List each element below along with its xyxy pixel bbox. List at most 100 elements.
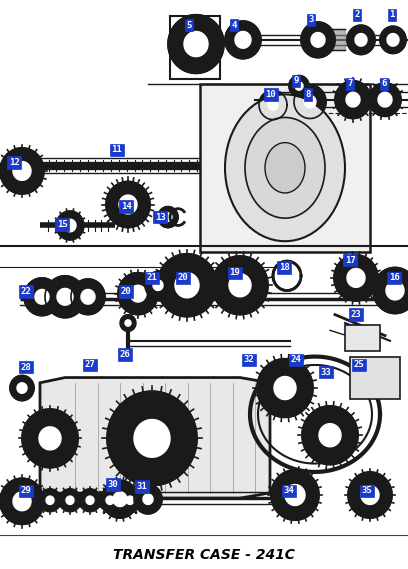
Text: 4: 4 [231, 20, 237, 30]
Polygon shape [235, 31, 251, 48]
Polygon shape [346, 92, 360, 107]
Polygon shape [106, 182, 150, 228]
Polygon shape [56, 211, 84, 240]
Text: TRANSFER CASE - 241C: TRANSFER CASE - 241C [113, 548, 295, 562]
Polygon shape [301, 22, 335, 57]
Polygon shape [158, 207, 178, 228]
Text: 12: 12 [9, 158, 19, 167]
Polygon shape [119, 195, 137, 214]
Text: 16: 16 [389, 274, 399, 282]
Text: 13: 13 [155, 213, 165, 221]
Polygon shape [39, 489, 61, 512]
Polygon shape [289, 76, 309, 97]
Polygon shape [125, 320, 131, 326]
Polygon shape [302, 406, 358, 465]
Ellipse shape [245, 117, 325, 218]
Ellipse shape [225, 94, 345, 241]
Text: 23: 23 [350, 310, 361, 319]
Text: 2: 2 [354, 10, 360, 19]
Text: 20: 20 [121, 287, 131, 296]
Polygon shape [79, 489, 101, 512]
Polygon shape [99, 489, 121, 512]
Bar [350, 357, 400, 398]
Polygon shape [369, 83, 401, 117]
Text: 19: 19 [230, 268, 240, 277]
Polygon shape [179, 277, 195, 294]
Polygon shape [40, 378, 270, 498]
Polygon shape [222, 266, 258, 304]
Polygon shape [24, 278, 60, 316]
Text: 9: 9 [293, 76, 299, 85]
Polygon shape [118, 273, 158, 315]
Polygon shape [145, 271, 171, 299]
Text: 8: 8 [305, 90, 310, 99]
Polygon shape [378, 92, 392, 107]
Polygon shape [294, 85, 326, 118]
Polygon shape [35, 290, 49, 304]
Polygon shape [57, 288, 73, 305]
Polygon shape [347, 25, 375, 55]
Polygon shape [233, 278, 247, 292]
Polygon shape [45, 276, 85, 318]
Text: 10: 10 [266, 90, 276, 99]
Polygon shape [134, 485, 162, 514]
Polygon shape [311, 32, 325, 47]
Text: 14: 14 [121, 202, 131, 211]
Polygon shape [13, 492, 31, 511]
Text: 28: 28 [21, 362, 31, 372]
Polygon shape [0, 478, 44, 525]
Text: 30: 30 [108, 480, 118, 489]
Text: 35: 35 [361, 486, 373, 495]
Polygon shape [355, 34, 367, 46]
Text: 34: 34 [284, 486, 295, 495]
Polygon shape [119, 489, 141, 512]
Polygon shape [126, 496, 134, 505]
Text: 17: 17 [345, 255, 355, 265]
Text: 22: 22 [21, 287, 31, 296]
Polygon shape [122, 407, 182, 470]
Text: 5: 5 [186, 20, 192, 30]
Polygon shape [271, 470, 319, 520]
Polygon shape [157, 254, 217, 317]
Text: 25: 25 [354, 361, 364, 369]
Text: 20: 20 [177, 274, 188, 282]
Text: 32: 32 [244, 355, 254, 364]
Bar [345, 325, 380, 351]
Text: 18: 18 [279, 263, 289, 272]
Polygon shape [22, 409, 78, 468]
Polygon shape [66, 496, 74, 505]
Text: 31: 31 [137, 482, 147, 491]
Text: 26: 26 [120, 350, 131, 359]
Text: 15: 15 [57, 220, 67, 229]
Polygon shape [268, 100, 278, 110]
Polygon shape [8, 486, 36, 516]
Polygon shape [0, 148, 44, 194]
Polygon shape [212, 256, 268, 315]
Polygon shape [10, 376, 34, 401]
Text: 1: 1 [389, 10, 395, 19]
Polygon shape [153, 280, 163, 291]
Polygon shape [113, 492, 127, 506]
Polygon shape [387, 34, 399, 46]
Polygon shape [46, 496, 54, 505]
Polygon shape [200, 84, 370, 251]
Polygon shape [259, 90, 287, 119]
Polygon shape [168, 15, 224, 73]
Polygon shape [334, 255, 378, 301]
Polygon shape [64, 219, 76, 232]
Polygon shape [130, 285, 146, 302]
Polygon shape [348, 472, 392, 518]
Polygon shape [143, 494, 153, 505]
Text: 3: 3 [308, 15, 314, 24]
Text: 24: 24 [290, 355, 302, 364]
Polygon shape [274, 377, 296, 399]
Polygon shape [13, 162, 31, 180]
Polygon shape [17, 383, 27, 393]
Polygon shape [380, 26, 406, 53]
Polygon shape [257, 358, 313, 418]
Polygon shape [102, 480, 138, 518]
Polygon shape [106, 496, 114, 505]
Polygon shape [285, 485, 305, 505]
Text: 7: 7 [347, 80, 353, 88]
Polygon shape [319, 424, 341, 447]
